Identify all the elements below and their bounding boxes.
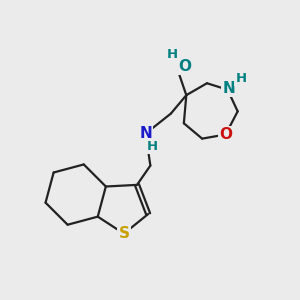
Text: N: N	[139, 126, 152, 141]
Text: N: N	[223, 81, 236, 96]
Text: H: H	[146, 140, 158, 153]
Text: O: O	[219, 127, 232, 142]
Text: H: H	[236, 72, 247, 85]
Text: S: S	[118, 226, 129, 241]
Text: H: H	[167, 48, 178, 61]
Text: O: O	[178, 59, 191, 74]
